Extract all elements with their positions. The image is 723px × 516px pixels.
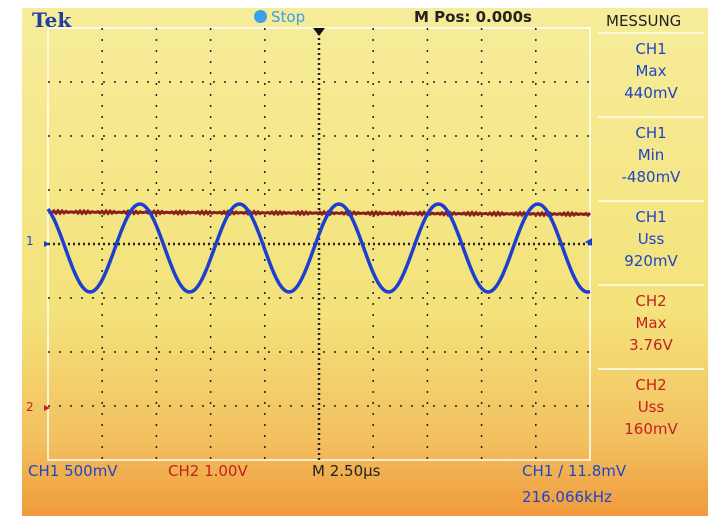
ch1-level-arrow [44,241,50,247]
ch1-marker: 1 [26,234,34,248]
value: 440mV [624,84,678,102]
channel: CH2 [635,292,667,310]
trigger: CH1 / 11.8mV [522,462,627,480]
trigger-position [313,28,325,36]
type: Max [635,314,667,332]
measurement: CH1 Max 440mV [598,32,704,114]
ch2-marker: 2 [26,400,34,414]
ch1-trace [46,202,591,294]
timebase: M 2.50µs [312,462,381,480]
channel: CH1 [635,124,667,142]
value: 160mV [624,420,678,438]
measurement: CH2 Max 3.76V [598,284,704,366]
measurement: CH1 Min -480mV [598,116,704,198]
ch2-trace [47,208,592,218]
type: Uss [637,230,665,248]
type: Min [637,146,665,164]
menu-title: MESSUNG [606,12,682,30]
channel: CH1 [635,208,667,226]
type: Uss [637,398,665,416]
value: -480mV [621,168,681,186]
trigger-level-arrow [585,238,592,246]
channel: CH1 [635,40,667,58]
scope-screen: Tek Stop M Pos: 0.000s MESSUNG CH1 Max 440… [22,8,708,516]
ch2-level-arrow [44,405,50,411]
measurement: CH1 Uss 920mV [598,200,704,282]
ch2-scale: CH2 1.00V [168,462,248,480]
ch1-scale: CH1 500mV [28,462,118,480]
status-text: Stop [271,8,306,26]
frequency: 216.066kHz [522,488,612,506]
type: Max [635,62,667,80]
measurement: CH2 Uss 160mV [598,368,704,450]
position: M Pos: 0.000s [414,8,532,26]
channel: CH2 [635,376,667,394]
graticule [44,27,592,461]
value: 3.76V [629,336,673,354]
status: Stop [254,8,305,26]
value: 920mV [624,252,678,270]
